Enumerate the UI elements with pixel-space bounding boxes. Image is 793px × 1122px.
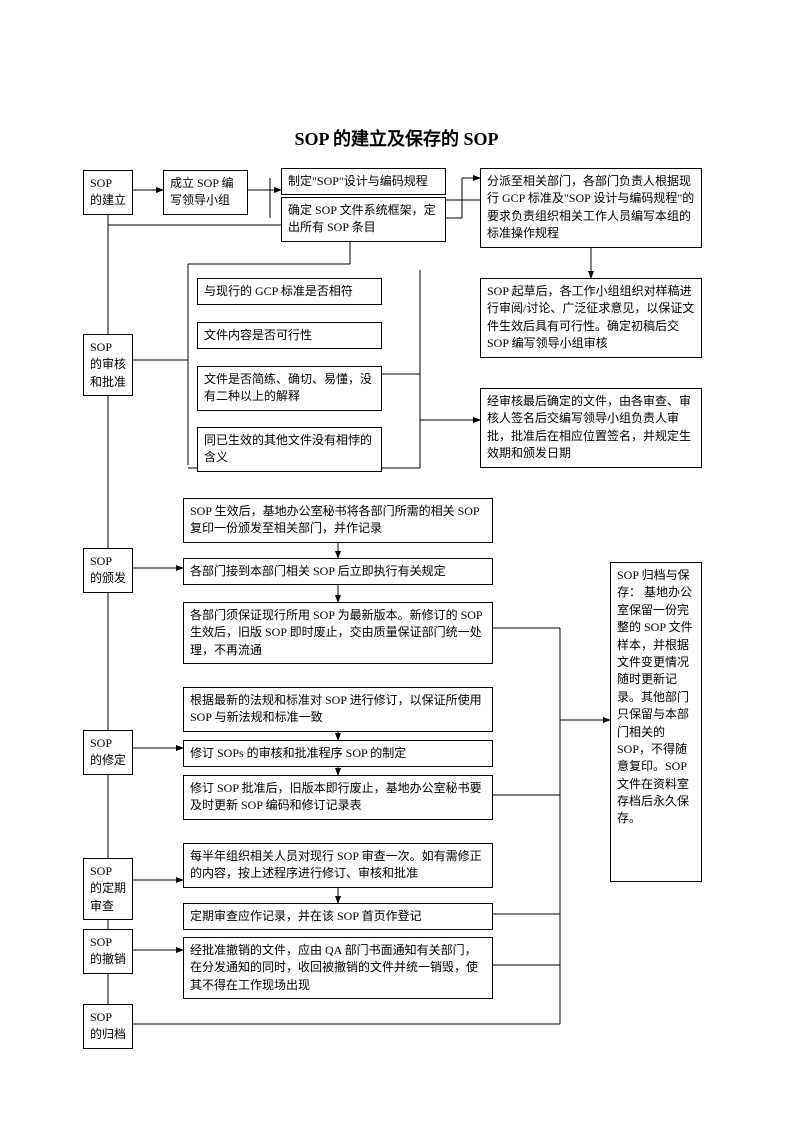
node-a2: 成立 SOP 编写领导小组	[163, 170, 248, 215]
node-b7: 经审核最后确定的文件，由各审查、审核人签名后交编写领导小组负责人审批，批准后在相…	[480, 388, 702, 468]
node-e2: 每半年组织相关人员对现行 SOP 审查一次。如有需修正的内容，按上述程序进行修订…	[183, 843, 493, 888]
node-c4: 各部门须保证现行所用 SOP 为最新版本。新修订的 SOP 生效后，旧版 SOP…	[183, 602, 493, 664]
node-a1: SOP 的建立	[83, 170, 133, 215]
node-a5: 分派至相关部门，各部门负责人根据现行 GCP 标准及"SOP 设计与编码规程"的…	[480, 168, 702, 248]
node-b3: 文件内容是否可行性	[197, 322, 382, 349]
node-a4: 确定 SOP 文件系统框架，定出所有 SOP 条目	[281, 197, 446, 242]
node-b6: SOP 起草后，各工作小组组织对样稿进行审阅/讨论、广泛征求意见，以保证文件生效…	[480, 278, 702, 358]
node-e3: 定期审查应作记录，并在该 SOP 首页作登记	[183, 903, 493, 930]
node-g1: SOP 的归档	[83, 1004, 133, 1049]
node-e1: SOP 的定期审查	[83, 858, 133, 920]
node-f1: SOP 的撤销	[83, 929, 133, 974]
node-d4: 修订 SOP 批准后，旧版本即行废止，基地办公室秘书要及时更新 SOP 编码和修…	[183, 775, 493, 820]
node-b5: 同已生效的其他文件没有相悖的含义	[197, 427, 382, 472]
node-a3: 制定"SOP"设计与编码规程	[281, 168, 446, 195]
node-d1: SOP 的修定	[83, 730, 133, 775]
node-d3: 修订 SOPs 的审核和批准程序 SOP 的制定	[183, 740, 493, 767]
node-b1: SOP 的审核和批准	[83, 334, 133, 396]
node-b2: 与现行的 GCP 标准是否相符	[197, 278, 382, 305]
page-title: SOP 的建立及保存的 SOP	[0, 125, 793, 151]
node-f2: 经批准撤销的文件，应由 QA 部门书面通知有关部门，在分发通知的同时，收回被撤销…	[183, 937, 493, 999]
node-c2: SOP 生效后，基地办公室秘书将各部门所需的相关 SOP 复印一份颁发至相关部门…	[183, 498, 493, 543]
node-d2: 根据最新的法规和标准对 SOP 进行修订，以保证所使用 SOP 与新法规和标准一…	[183, 687, 493, 732]
node-c1: SOP 的颁发	[83, 548, 133, 593]
node-b4: 文件是否简练、确切、易懂，没有二种以上的解释	[197, 366, 382, 411]
node-c3: 各部门接到本部门相关 SOP 后立即执行有关规定	[183, 558, 493, 585]
node-g2: SOP 归档与保存： 基地办公室保留一份完整的 SOP 文件样本，并根据文件变更…	[610, 562, 702, 882]
